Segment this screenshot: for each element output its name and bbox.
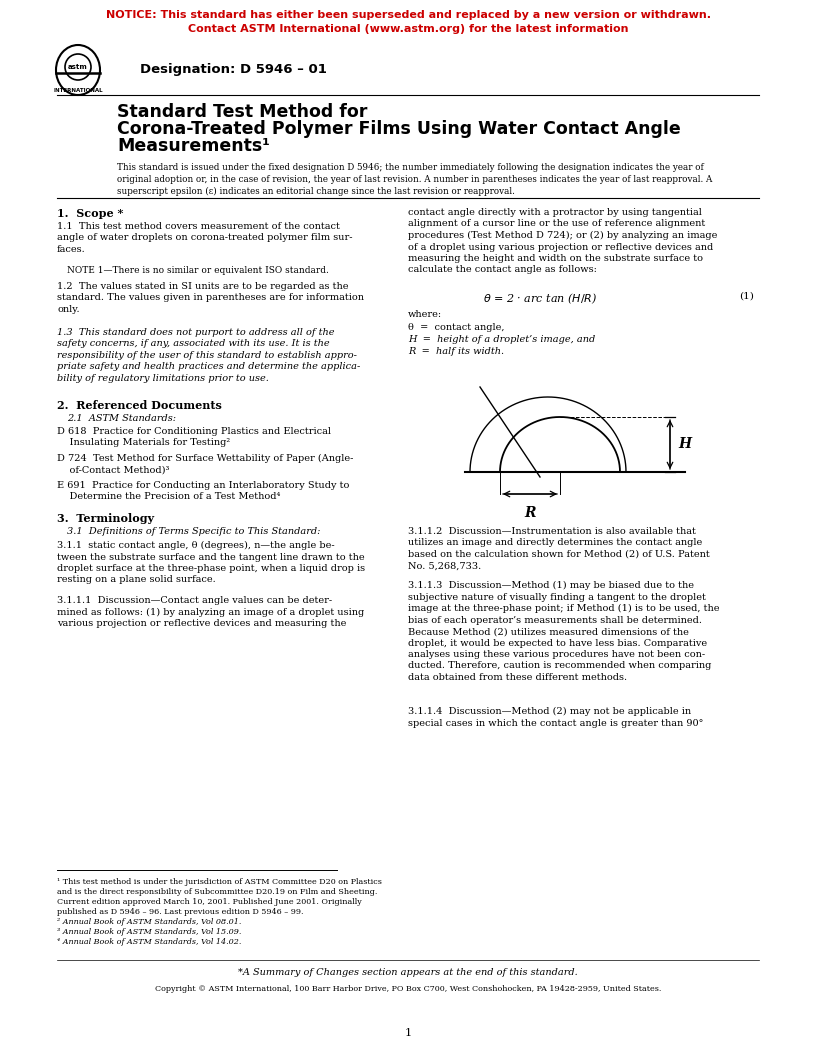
Text: astm: astm <box>68 64 88 70</box>
Text: ³ Annual Book of ASTM Standards, Vol 15.09.: ³ Annual Book of ASTM Standards, Vol 15.… <box>57 928 242 936</box>
Bar <box>0 0 816 42</box>
Text: Copyright © ASTM International, 100 Barr Harbor Drive, PO Box C700, West Conshoh: Copyright © ASTM International, 100 Barr… <box>155 985 661 993</box>
Text: Current edition approved March 10, 2001. Published June 2001. Originally: Current edition approved March 10, 2001.… <box>57 898 361 906</box>
Text: R  =  half its width.: R = half its width. <box>408 347 504 356</box>
Text: 2.1  ASTM Standards:: 2.1 ASTM Standards: <box>67 414 176 423</box>
Text: 1.1  This test method covers measurement of the contact
angle of water droplets : 1.1 This test method covers measurement … <box>57 222 353 253</box>
Text: This standard is issued under the fixed designation D 5946; the number immediate: This standard is issued under the fixed … <box>117 163 712 195</box>
Text: where:: where: <box>408 310 442 319</box>
Text: D 724  Test Method for Surface Wettability of Paper (Angle-
    of-Contact Metho: D 724 Test Method for Surface Wettabilit… <box>57 454 353 474</box>
Text: 3.1.1.1  Discussion—Contact angle values can be deter-
mined as follows: (1) by : 3.1.1.1 Discussion—Contact angle values … <box>57 596 364 628</box>
Text: ⁴ Annual Book of ASTM Standards, Vol 14.02.: ⁴ Annual Book of ASTM Standards, Vol 14.… <box>57 938 242 946</box>
Text: 3.1.1.2  Discussion—Instrumentation is also available that
utilizes an image and: 3.1.1.2 Discussion—Instrumentation is al… <box>408 527 710 570</box>
Text: 1.  Scope *: 1. Scope * <box>57 208 123 219</box>
Text: Measurements¹: Measurements¹ <box>117 137 270 155</box>
Text: INTERNATIONAL: INTERNATIONAL <box>53 88 103 93</box>
Text: and is the direct responsibility of Subcommittee D20.19 on Film and Sheeting.: and is the direct responsibility of Subc… <box>57 888 377 895</box>
Text: H  =  height of a droplet’s image, and: H = height of a droplet’s image, and <box>408 335 595 344</box>
Text: θ  =  contact angle,: θ = contact angle, <box>408 323 504 332</box>
Text: 3.  Terminology: 3. Terminology <box>57 513 154 524</box>
Text: NOTICE: This standard has either been superseded and replaced by a new version o: NOTICE: This standard has either been su… <box>105 10 711 20</box>
Text: E 691  Practice for Conducting an Interlaboratory Study to
    Determine the Pre: E 691 Practice for Conducting an Interla… <box>57 480 349 502</box>
Text: Corona-Treated Polymer Films Using Water Contact Angle: Corona-Treated Polymer Films Using Water… <box>117 120 681 138</box>
Text: R: R <box>524 506 536 520</box>
Text: 1.2  The values stated in SI units are to be regarded as the
standard. The value: 1.2 The values stated in SI units are to… <box>57 282 364 314</box>
Text: *A Summary of Changes section appears at the end of this standard.: *A Summary of Changes section appears at… <box>238 968 578 977</box>
Text: 3.1  Definitions of Terms Specific to This Standard:: 3.1 Definitions of Terms Specific to Thi… <box>67 527 321 536</box>
Text: $\theta$ = 2 · arc tan ($H/R$): $\theta$ = 2 · arc tan ($H/R$) <box>483 293 597 306</box>
Text: 1.3  This standard does not purport to address all of the
safety concerns, if an: 1.3 This standard does not purport to ad… <box>57 328 360 382</box>
Text: (1): (1) <box>739 293 754 301</box>
Text: published as D 5946 – 96. Last previous edition D 5946 – 99.: published as D 5946 – 96. Last previous … <box>57 908 304 916</box>
Text: contact angle directly with a protractor by using tangential
alignment of a curs: contact angle directly with a protractor… <box>408 208 717 275</box>
Text: Contact ASTM International (www.astm.org) for the latest information: Contact ASTM International (www.astm.org… <box>188 24 628 34</box>
Text: ¹ This test method is under the jurisdiction of ASTM Committee D20 on Plastics: ¹ This test method is under the jurisdic… <box>57 878 382 886</box>
Text: Designation: D 5946 – 01: Designation: D 5946 – 01 <box>140 63 327 76</box>
Text: D 618  Practice for Conditioning Plastics and Electrical
    Insulating Material: D 618 Practice for Conditioning Plastics… <box>57 427 331 448</box>
Text: 3.1.1.4  Discussion—Method (2) may not be applicable in
special cases in which t: 3.1.1.4 Discussion—Method (2) may not be… <box>408 708 703 728</box>
Text: 3.1.1.3  Discussion—Method (1) may be biased due to the
subjective nature of vis: 3.1.1.3 Discussion—Method (1) may be bia… <box>408 581 720 682</box>
Text: Standard Test Method for: Standard Test Method for <box>117 103 367 121</box>
Text: 3.1.1  static contact angle, θ (degrees), n—the angle be-
tween the substrate su: 3.1.1 static contact angle, θ (degrees),… <box>57 541 365 584</box>
Text: 1: 1 <box>405 1027 411 1038</box>
Text: 2.  Referenced Documents: 2. Referenced Documents <box>57 400 222 411</box>
Text: NOTE 1—There is no similar or equivalent ISO standard.: NOTE 1—There is no similar or equivalent… <box>67 266 329 275</box>
Text: ² Annual Book of ASTM Standards, Vol 08.01.: ² Annual Book of ASTM Standards, Vol 08.… <box>57 918 242 926</box>
Text: H: H <box>678 437 691 452</box>
